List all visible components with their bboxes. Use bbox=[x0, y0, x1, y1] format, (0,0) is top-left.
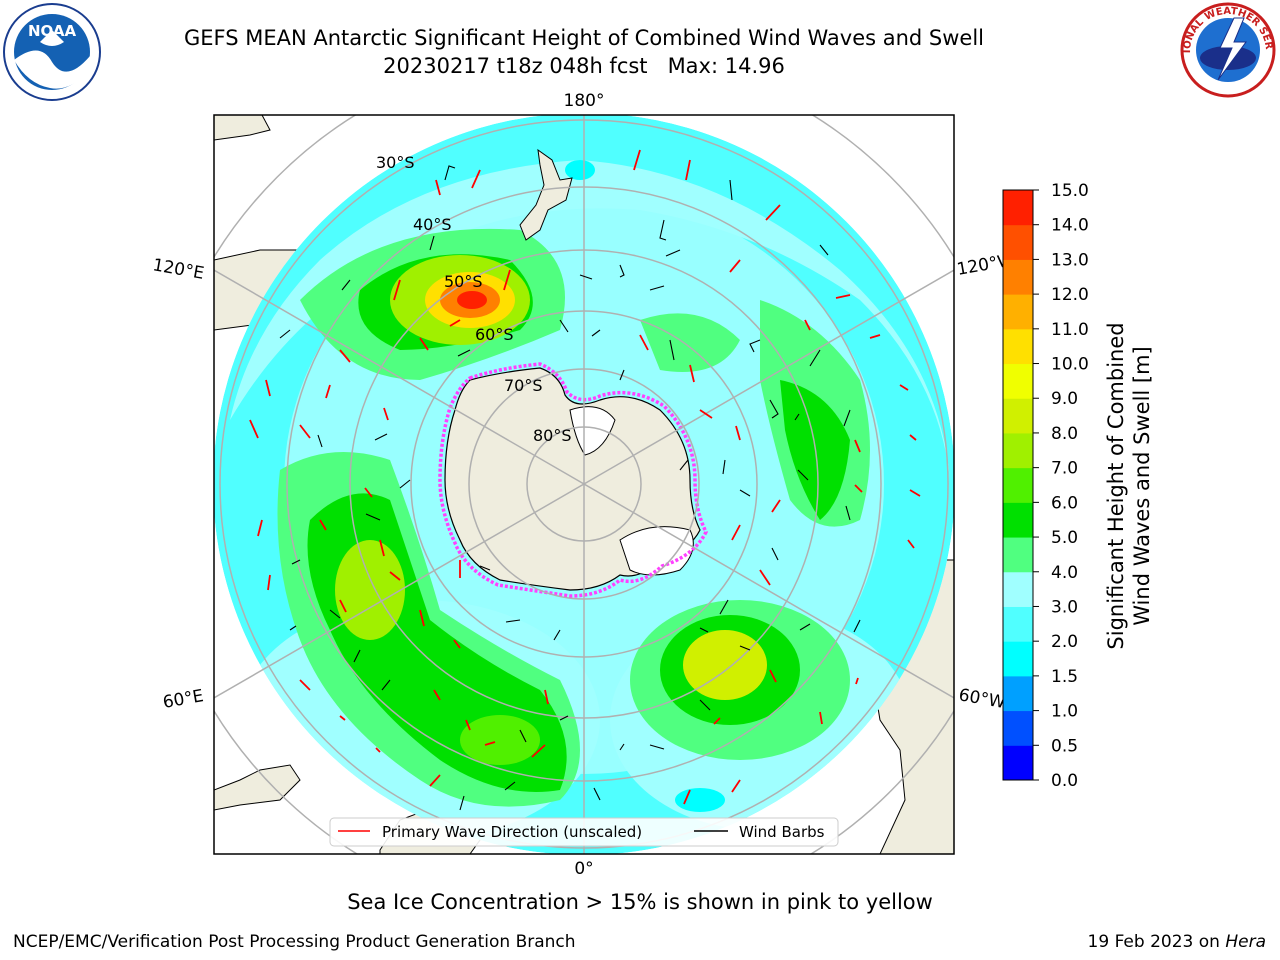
colorbar-swatch bbox=[1003, 432, 1033, 469]
colorbar-tick-label: 10.0 bbox=[1051, 355, 1089, 375]
noaa-logo-text: NOAA bbox=[28, 22, 77, 40]
colorbar-tick-label: 12.0 bbox=[1051, 285, 1089, 305]
lat-label-70s: 70°S bbox=[504, 376, 543, 395]
colorbar-swatch bbox=[1003, 294, 1033, 330]
lat-label-30s: 30°S bbox=[376, 153, 415, 172]
lon-label-120e: 120°E bbox=[151, 255, 205, 284]
lon-label-180: 180° bbox=[564, 91, 605, 111]
date-stamp: 19 Feb 2023 on Hera bbox=[1088, 932, 1266, 952]
lon-label-60e: 60°E bbox=[161, 686, 205, 713]
ice-shelf bbox=[619, 526, 694, 576]
colorbar-swatch bbox=[1003, 398, 1033, 434]
map-legend: Primary Wave Direction (unscaled) Wind B… bbox=[329, 817, 839, 847]
wave-direction-arrows bbox=[249, 149, 921, 805]
colorbar-swatch bbox=[1003, 467, 1033, 503]
wind-barbs bbox=[279, 165, 861, 811]
land-new-zealand bbox=[519, 148, 573, 241]
sea-ice-edge bbox=[438, 362, 708, 598]
colorbar-swatch bbox=[1003, 537, 1033, 573]
colorbar-swatch bbox=[1003, 224, 1033, 260]
colorbar-swatch bbox=[1003, 606, 1033, 642]
legend-barb-label: Wind Barbs bbox=[739, 823, 825, 841]
colorbar-swatch bbox=[1003, 641, 1033, 677]
legend-wave-label: Primary Wave Direction (unscaled) bbox=[382, 823, 642, 841]
lat-label-40s: 40°S bbox=[413, 215, 452, 234]
colorbar-swatch bbox=[1003, 502, 1033, 538]
sea-ice-note: Sea Ice Concentration > 15% is shown in … bbox=[347, 890, 933, 914]
colorbar-tick-label: 0.5 bbox=[1051, 736, 1078, 756]
map-frame bbox=[213, 114, 955, 855]
colorbar-swatch bbox=[1003, 363, 1033, 399]
colorbar-label-line-1: Significant Height of Combined bbox=[1104, 322, 1128, 649]
colorbar-tick-label: 5.0 bbox=[1051, 528, 1078, 548]
colorbar-tick-label: 1.5 bbox=[1051, 667, 1078, 687]
colorbar-tick-label: 2.0 bbox=[1051, 632, 1078, 652]
colorbar-tick-label: 6.0 bbox=[1051, 493, 1078, 513]
lat-label-80s: 80°S bbox=[533, 426, 572, 445]
colorbar-swatch bbox=[1003, 745, 1033, 781]
lon-label-0: 0° bbox=[574, 859, 593, 879]
nws-logo: NATIONAL WEATHER SERVICE bbox=[1176, 0, 1276, 98]
colorbar-tick-label: 0.0 bbox=[1051, 771, 1078, 791]
title-line-2: 20230217 t18z 048h fcst Max: 14.96 bbox=[383, 54, 785, 78]
colorbar-frame bbox=[1002, 189, 1034, 781]
lat-label-50s: 50°S bbox=[444, 272, 483, 291]
colorbar-swatch bbox=[1003, 571, 1033, 607]
credit-text: NCEP/EMC/Verification Post Processing Pr… bbox=[13, 932, 576, 952]
lat-label-60s: 60°S bbox=[475, 325, 514, 344]
colorbar-tick-label: 8.0 bbox=[1051, 424, 1078, 444]
ice-shelf-ross bbox=[569, 406, 616, 456]
colorbar-label-line-2: Wind Waves and Swell [m] bbox=[1130, 346, 1154, 626]
machine-name: Hera bbox=[1225, 932, 1266, 952]
colorbar-swatch bbox=[1003, 259, 1033, 295]
date-text: 19 Feb 2023 on bbox=[1087, 932, 1220, 952]
colorbar-tick-label: 4.0 bbox=[1051, 563, 1078, 583]
colorbar-swatch bbox=[1003, 710, 1033, 746]
title-line-1: GEFS MEAN Antarctic Significant Height o… bbox=[183, 26, 985, 50]
noaa-logo: NOAA bbox=[3, 3, 101, 101]
colorbar-tick-label: 13.0 bbox=[1051, 250, 1089, 270]
colorbar: 0.0 0.5 1.0 1.5 2.0 3.0 4.0 5.0 6.0 7.0 8.0 9.0 10.0… bbox=[1002, 181, 1089, 791]
colorbar-tick-label: 3.0 bbox=[1051, 597, 1078, 617]
lon-label-60w: 60°W bbox=[957, 685, 1007, 713]
colorbar-tick-label: 1.0 bbox=[1051, 702, 1078, 722]
colorbar-swatch bbox=[1003, 675, 1033, 712]
colorbar-tick-label: 15.0 bbox=[1051, 181, 1089, 201]
colorbar-tick-label: 14.0 bbox=[1051, 216, 1089, 236]
colorbar-swatch bbox=[1003, 328, 1033, 365]
colorbar-tick-label: 9.0 bbox=[1051, 389, 1078, 409]
colorbar-swatch bbox=[1003, 190, 1033, 226]
colorbar-tick-label: 7.0 bbox=[1051, 459, 1078, 479]
colorbar-tick-label: 11.0 bbox=[1051, 320, 1089, 340]
graticule bbox=[214, 115, 954, 854]
